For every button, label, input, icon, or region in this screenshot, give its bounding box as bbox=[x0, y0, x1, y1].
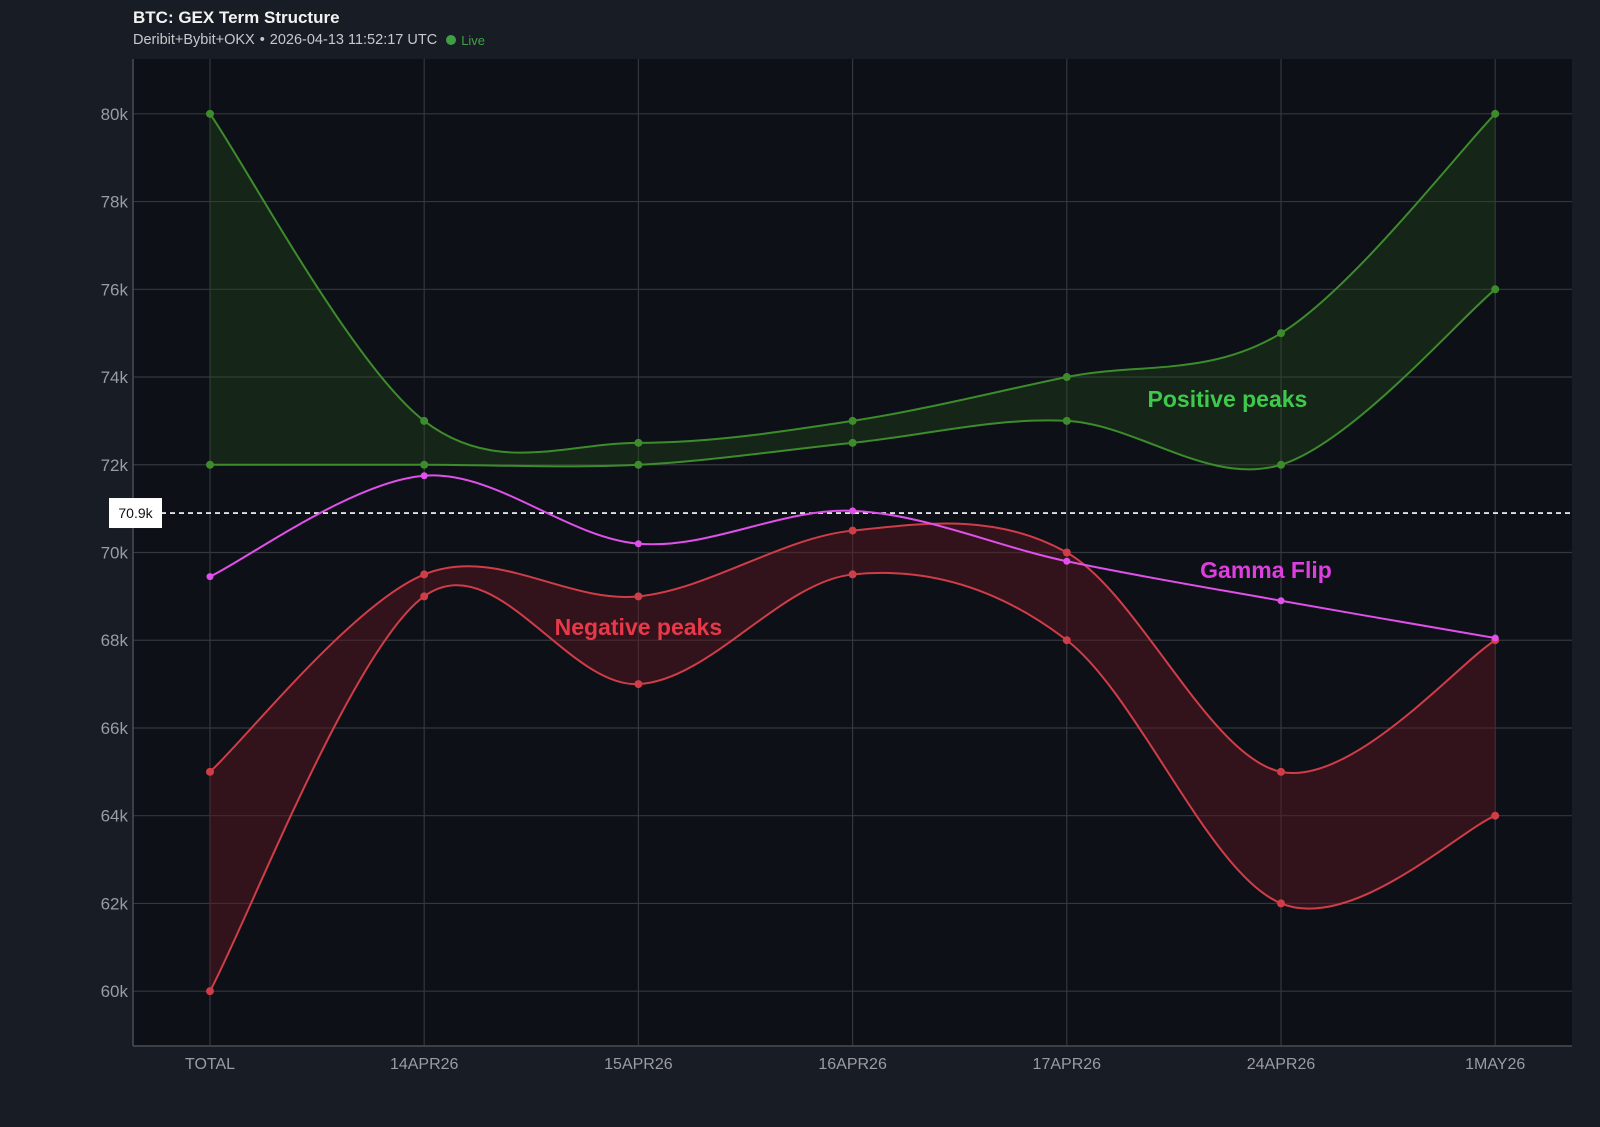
positive-peaks-point bbox=[206, 460, 214, 469]
gamma-flip-point bbox=[1063, 557, 1071, 565]
negative-peaks-point bbox=[634, 680, 643, 689]
positive-peaks-point bbox=[420, 460, 429, 469]
live-status: Live bbox=[461, 32, 486, 48]
negative-peaks-point bbox=[420, 570, 429, 579]
x-tick-label: 1MAY26 bbox=[1465, 1056, 1525, 1073]
y-tick-label: 64k bbox=[101, 807, 129, 826]
negative-peaks-point bbox=[848, 526, 857, 535]
negative-peaks-point bbox=[420, 592, 429, 601]
gamma-flip-annotation: Gamma Flip bbox=[1200, 557, 1332, 583]
positive-peaks-annotation: Positive peaks bbox=[1148, 386, 1308, 412]
y-tick-label: 74k bbox=[101, 368, 129, 387]
x-tick-label: 24APR26 bbox=[1247, 1056, 1316, 1073]
chart-title: BTC: GEX Term Structure bbox=[133, 8, 340, 27]
positive-peaks-point bbox=[634, 438, 643, 447]
negative-peaks-point bbox=[634, 592, 643, 601]
negative-peaks-annotation: Negative peaks bbox=[555, 614, 722, 640]
negative-peaks-point bbox=[1277, 767, 1285, 776]
negative-peaks-point bbox=[206, 767, 214, 776]
y-tick-label: 80k bbox=[101, 105, 129, 124]
y-tick-label: 70k bbox=[101, 544, 129, 563]
spot-price-label: 70.9k bbox=[118, 505, 153, 521]
positive-peaks-point bbox=[1062, 373, 1071, 382]
positive-peaks-point bbox=[1062, 416, 1071, 425]
x-tick-label: 16APR26 bbox=[818, 1056, 887, 1073]
x-tick-label: 15APR26 bbox=[604, 1056, 673, 1073]
positive-peaks-point bbox=[420, 416, 429, 425]
gamma-flip-point bbox=[1277, 597, 1285, 605]
negative-peaks-point bbox=[1491, 811, 1500, 820]
gamma-flip-point bbox=[849, 507, 857, 515]
y-tick-label: 66k bbox=[101, 719, 129, 738]
negative-peaks-point bbox=[1277, 899, 1285, 908]
spot-price-badge bbox=[109, 498, 162, 529]
x-tick-label: 14APR26 bbox=[390, 1056, 459, 1073]
y-tick-label: 68k bbox=[101, 631, 129, 650]
positive-peaks-point bbox=[634, 460, 643, 469]
data-source: Deribit+Bybit+OKX bbox=[133, 32, 255, 48]
live-dot-icon bbox=[446, 35, 457, 45]
y-tick-label: 72k bbox=[101, 456, 129, 475]
negative-peaks-point bbox=[206, 987, 214, 996]
negative-peaks-band-fill bbox=[210, 523, 1496, 992]
x-tick-label: TOTAL bbox=[185, 1056, 235, 1073]
gamma-flip-point bbox=[634, 540, 642, 548]
x-tick-label: 17APR26 bbox=[1033, 1056, 1102, 1073]
negative-peaks-point bbox=[848, 570, 857, 579]
positive-peaks-point bbox=[206, 109, 214, 118]
gamma-flip-point bbox=[420, 472, 428, 480]
positive-peaks-point bbox=[848, 416, 857, 425]
positive-peaks-point bbox=[848, 438, 857, 447]
negative-peaks-point bbox=[1062, 548, 1071, 557]
gamma-flip-point bbox=[1491, 634, 1499, 642]
positive-peaks-point bbox=[1277, 329, 1285, 338]
chart-subtitle: Deribit+Bybit+OKX • 2026-04-13 11:52:17 … bbox=[133, 32, 485, 48]
negative-peaks-point bbox=[1062, 636, 1071, 645]
positive-peaks-point bbox=[1491, 285, 1500, 294]
positive-peaks-band-fill bbox=[210, 113, 1496, 470]
gamma-flip-point bbox=[206, 573, 214, 581]
positive-peaks-point bbox=[1491, 109, 1500, 118]
y-tick-label: 62k bbox=[101, 894, 129, 913]
y-tick-label: 78k bbox=[101, 193, 129, 212]
timestamp: 2026-04-13 11:52:17 UTC bbox=[269, 32, 438, 48]
positive-peaks-point bbox=[1277, 460, 1285, 469]
y-tick-label: 60k bbox=[101, 982, 129, 1001]
separator: • bbox=[259, 32, 265, 48]
y-tick-label: 76k bbox=[101, 280, 129, 299]
